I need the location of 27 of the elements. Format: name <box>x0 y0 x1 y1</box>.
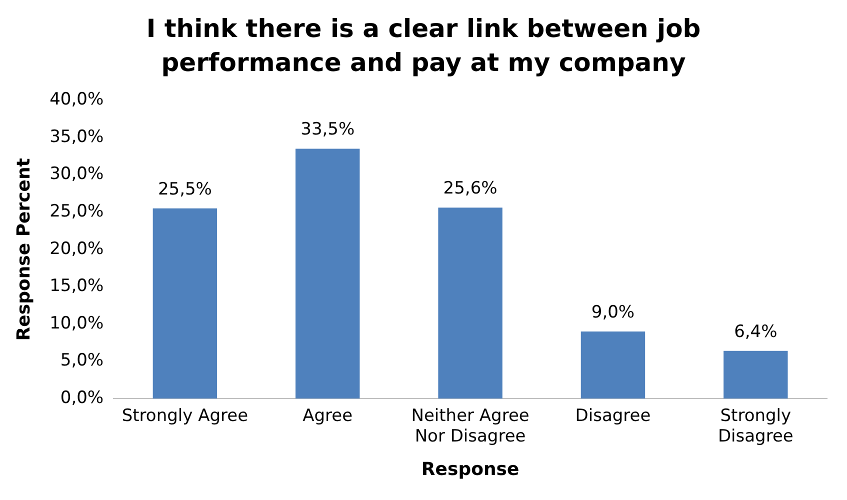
x-tick-label: Strongly Agree <box>122 406 248 426</box>
data-label: 25,5% <box>158 179 212 200</box>
y-tick-label: 20,0% <box>50 238 104 259</box>
y-tick-label: 15,0% <box>50 276 104 296</box>
bar <box>296 148 360 399</box>
y-tick-label: 25,0% <box>50 202 104 222</box>
y-tick-label: 40,0% <box>50 90 104 110</box>
data-label: 33,5% <box>300 120 355 140</box>
data-label: 6,4% <box>734 322 778 342</box>
x-tick-label: Strongly Disagree <box>718 406 794 447</box>
bar <box>438 208 502 399</box>
bar <box>724 350 788 399</box>
y-tick-label: 0,0% <box>60 388 104 408</box>
y-tick-label: 10,0% <box>50 313 104 334</box>
y-tick-label: 5,0% <box>60 350 104 371</box>
chart-title: I think there is a clear link between job performance and pay at my company <box>145 13 702 79</box>
x-tick-label: Neither Agree Nor Disagree <box>411 406 530 447</box>
data-label: 25,6% <box>443 178 498 199</box>
bar <box>580 331 646 399</box>
data-label: 9,0% <box>591 302 635 322</box>
y-axis-title: Response Percent <box>13 158 34 341</box>
x-tick-label: Disagree <box>575 406 651 426</box>
bar <box>152 208 218 399</box>
x-tick-label: Agree <box>302 406 353 426</box>
y-tick-label: 35,0% <box>50 126 104 147</box>
y-tick-label: 30,0% <box>50 164 104 184</box>
x-axis-title: Response <box>421 458 520 480</box>
